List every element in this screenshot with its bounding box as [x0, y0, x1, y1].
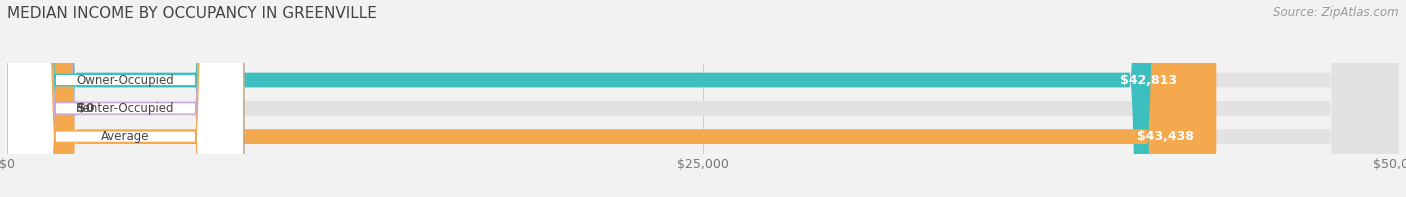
Text: Renter-Occupied: Renter-Occupied	[76, 102, 174, 115]
FancyBboxPatch shape	[7, 0, 1199, 197]
Text: MEDIAN INCOME BY OCCUPANCY IN GREENVILLE: MEDIAN INCOME BY OCCUPANCY IN GREENVILLE	[7, 6, 377, 21]
FancyBboxPatch shape	[7, 0, 1216, 197]
Text: Average: Average	[101, 130, 149, 143]
FancyBboxPatch shape	[7, 0, 243, 197]
Text: $42,813: $42,813	[1119, 73, 1177, 86]
Text: Source: ZipAtlas.com: Source: ZipAtlas.com	[1274, 6, 1399, 19]
FancyBboxPatch shape	[7, 0, 243, 197]
FancyBboxPatch shape	[7, 0, 243, 197]
Text: $43,438: $43,438	[1137, 130, 1194, 143]
FancyBboxPatch shape	[7, 0, 1399, 197]
Text: Owner-Occupied: Owner-Occupied	[76, 73, 174, 86]
FancyBboxPatch shape	[7, 0, 1399, 197]
FancyBboxPatch shape	[0, 0, 77, 197]
Text: $0: $0	[77, 102, 94, 115]
FancyBboxPatch shape	[7, 0, 1399, 197]
